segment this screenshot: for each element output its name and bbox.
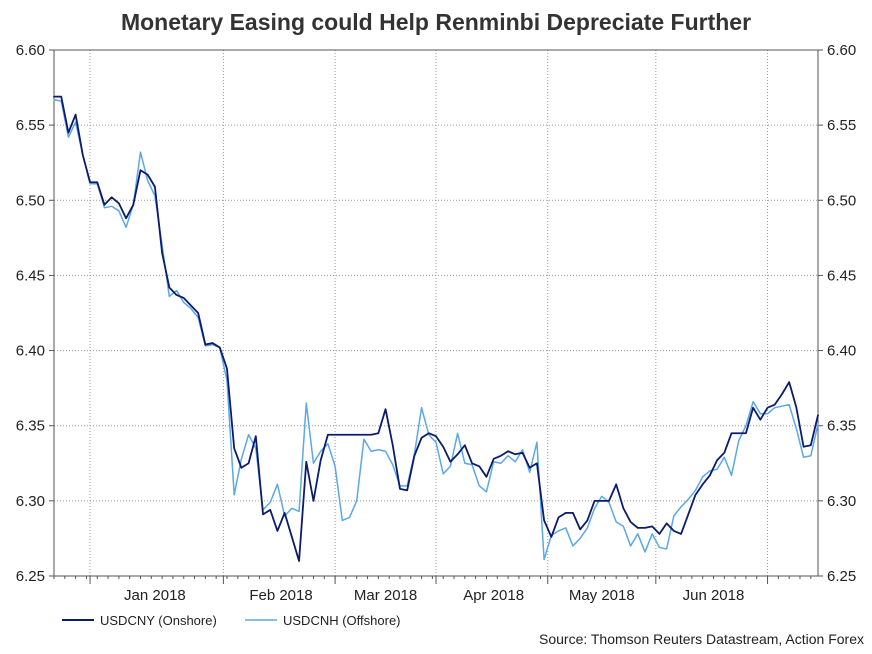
y-tick-label-right: 6.30 (827, 493, 856, 510)
legend: USDCNY (Onshore) USDCNH (Offshore) (62, 613, 401, 628)
y-tick-label-left: 6.45 (16, 267, 45, 284)
x-tick-label: Feb 2018 (249, 587, 312, 604)
y-tick-label-right: 6.40 (827, 343, 856, 360)
y-tick-label-left: 6.40 (16, 343, 45, 360)
x-tick-label: Apr 2018 (463, 587, 524, 604)
axis-labels: 6.25 6.25 6.30 6.30 6.35 6.35 6.40 6.40 6.45 6.45… (16, 42, 856, 604)
x-tick-label: May 2018 (569, 587, 635, 604)
y-tick-label-right: 6.50 (827, 192, 856, 209)
y-tick-label-right: 6.25 (827, 568, 856, 585)
legend-label-onshore: USDCNY (Onshore) (100, 613, 217, 628)
gridlines (54, 50, 818, 576)
y-tick-label-left: 6.30 (16, 493, 45, 510)
y-tick-label-left: 6.25 (16, 568, 45, 585)
y-tick-label-left: 6.35 (16, 418, 45, 435)
series-layer (53, 95, 819, 562)
y-tick-label-right: 6.45 (827, 267, 856, 284)
y-tick-label-left: 6.60 (16, 42, 45, 59)
y-tick-label-left: 6.50 (16, 192, 45, 209)
chart-title: Monetary Easing could Help Renminbi Depr… (121, 9, 751, 35)
y-tick-label-right: 6.60 (827, 42, 856, 59)
series-line-offshore (53, 98, 819, 561)
legend-label-offshore: USDCNH (Offshore) (283, 613, 401, 628)
x-tick-label: Jan 2018 (124, 587, 186, 604)
axis-ticks (49, 49, 823, 584)
series-line-onshore (53, 95, 819, 562)
y-tick-label-right: 6.55 (827, 117, 856, 134)
y-tick-label-right: 6.35 (827, 418, 856, 435)
x-tick-label: Jun 2018 (683, 587, 745, 604)
y-tick-label-left: 6.55 (16, 117, 45, 134)
x-tick-label: Mar 2018 (354, 587, 417, 604)
source-note: Source: Thomson Reuters Datastream, Acti… (539, 631, 864, 647)
